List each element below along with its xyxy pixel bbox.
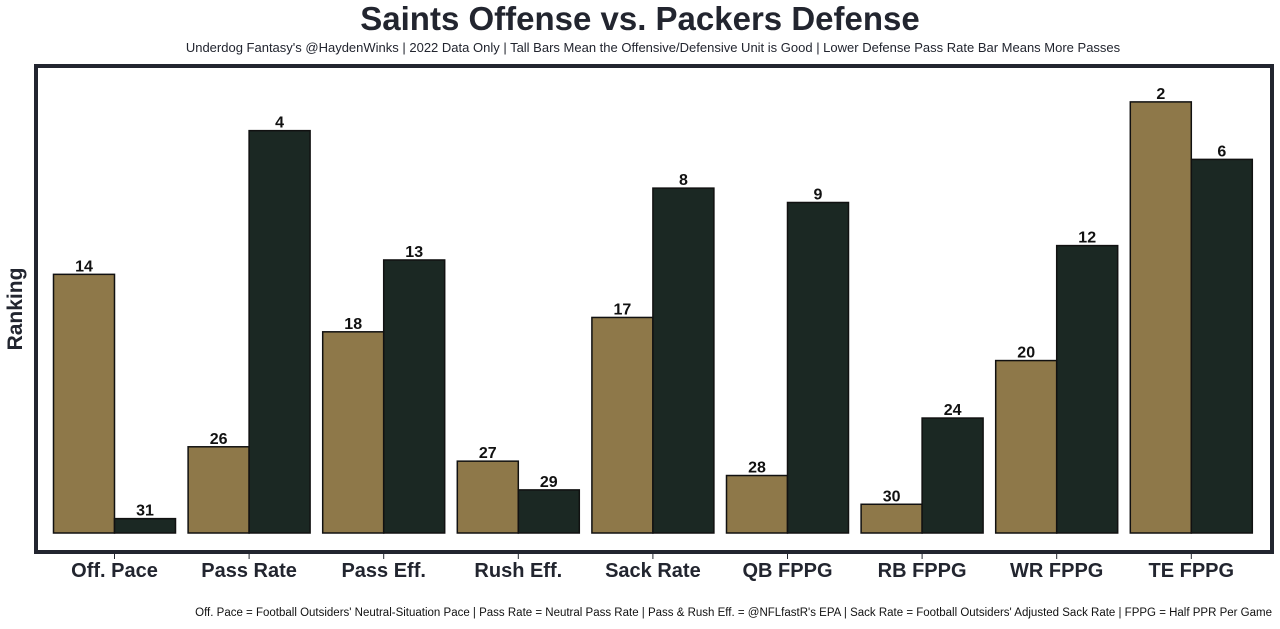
defense-bar-qb-fppg: [786, 201, 850, 534]
defense-value-label: 13: [405, 244, 423, 261]
offense-bar-pass-rate: [187, 446, 250, 534]
plot-frame: [34, 64, 1274, 554]
x-tick-label: WR FPPG: [1010, 560, 1103, 582]
x-tick-label: RB FPPG: [878, 560, 967, 582]
defense-value-label: 29: [540, 474, 558, 491]
x-tick-label: Pass Eff.: [341, 560, 425, 582]
offense-value-label: 20: [1017, 345, 1035, 362]
defense-bar-pass-eff: [382, 259, 446, 534]
x-tick-label: QB FPPG: [742, 560, 832, 582]
defense-value-label: 8: [679, 172, 688, 189]
chart-footnote: Off. Pace = Football Outsiders' Neutral-…: [195, 607, 1272, 619]
defense-bar-te-fppg: [1190, 158, 1254, 534]
defense-bar-rb-fppg: [921, 417, 984, 534]
offense-bar-off-pace: [52, 273, 116, 534]
offense-value-label: 26: [210, 431, 228, 448]
offense-bar-wr-fppg: [994, 359, 1058, 534]
bars-group: [52, 101, 1254, 534]
chart-subtitle: Underdog Fantasy's @HaydenWinks | 2022 D…: [185, 40, 1121, 55]
offense-value-label: 28: [748, 460, 766, 477]
x-tick-label: Rush Eff.: [474, 560, 562, 582]
x-tick-label: TE FPPG: [1149, 560, 1235, 582]
offense-bar-pass-eff: [321, 331, 385, 534]
offense-bar-sack-rate: [591, 316, 654, 534]
offense-value-label: 2: [1156, 86, 1165, 103]
offense-value-label: 14: [75, 258, 93, 275]
offense-value-label: 27: [479, 445, 497, 462]
x-tick-label: Sack Rate: [605, 560, 701, 582]
defense-value-label: 12: [1078, 230, 1096, 247]
offense-bar-qb-fppg: [725, 474, 789, 534]
offense-value-label: 30: [883, 488, 901, 505]
defense-value-label: 6: [1217, 143, 1226, 160]
defense-bar-sack-rate: [652, 187, 715, 534]
offense-bar-te-fppg: [1129, 101, 1193, 534]
x-tick-label: Pass Rate: [201, 560, 297, 582]
offense-bar-rb-fppg: [860, 503, 923, 534]
defense-value-label: 31: [136, 503, 154, 520]
defense-value-label: 24: [944, 402, 962, 419]
defense-bar-rush-eff: [517, 489, 581, 534]
defense-value-label: 9: [814, 186, 823, 203]
x-axis-ticks: Off. Pace Pass Rate Pass Eff. Rush Eff. Sack…: [71, 554, 1234, 582]
defense-value-label: 4: [275, 115, 284, 132]
defense-bar-pass-rate: [248, 129, 311, 534]
chart-title: Saints Offense vs. Packers Defense: [360, 0, 920, 37]
offense-bar-rush-eff: [456, 460, 520, 534]
defense-bar-off-pace: [113, 517, 177, 534]
offense-value-label: 18: [344, 316, 362, 333]
x-tick-label: Off. Pace: [71, 560, 158, 582]
defense-bar-wr-fppg: [1055, 244, 1119, 534]
offense-value-label: 17: [614, 301, 632, 318]
